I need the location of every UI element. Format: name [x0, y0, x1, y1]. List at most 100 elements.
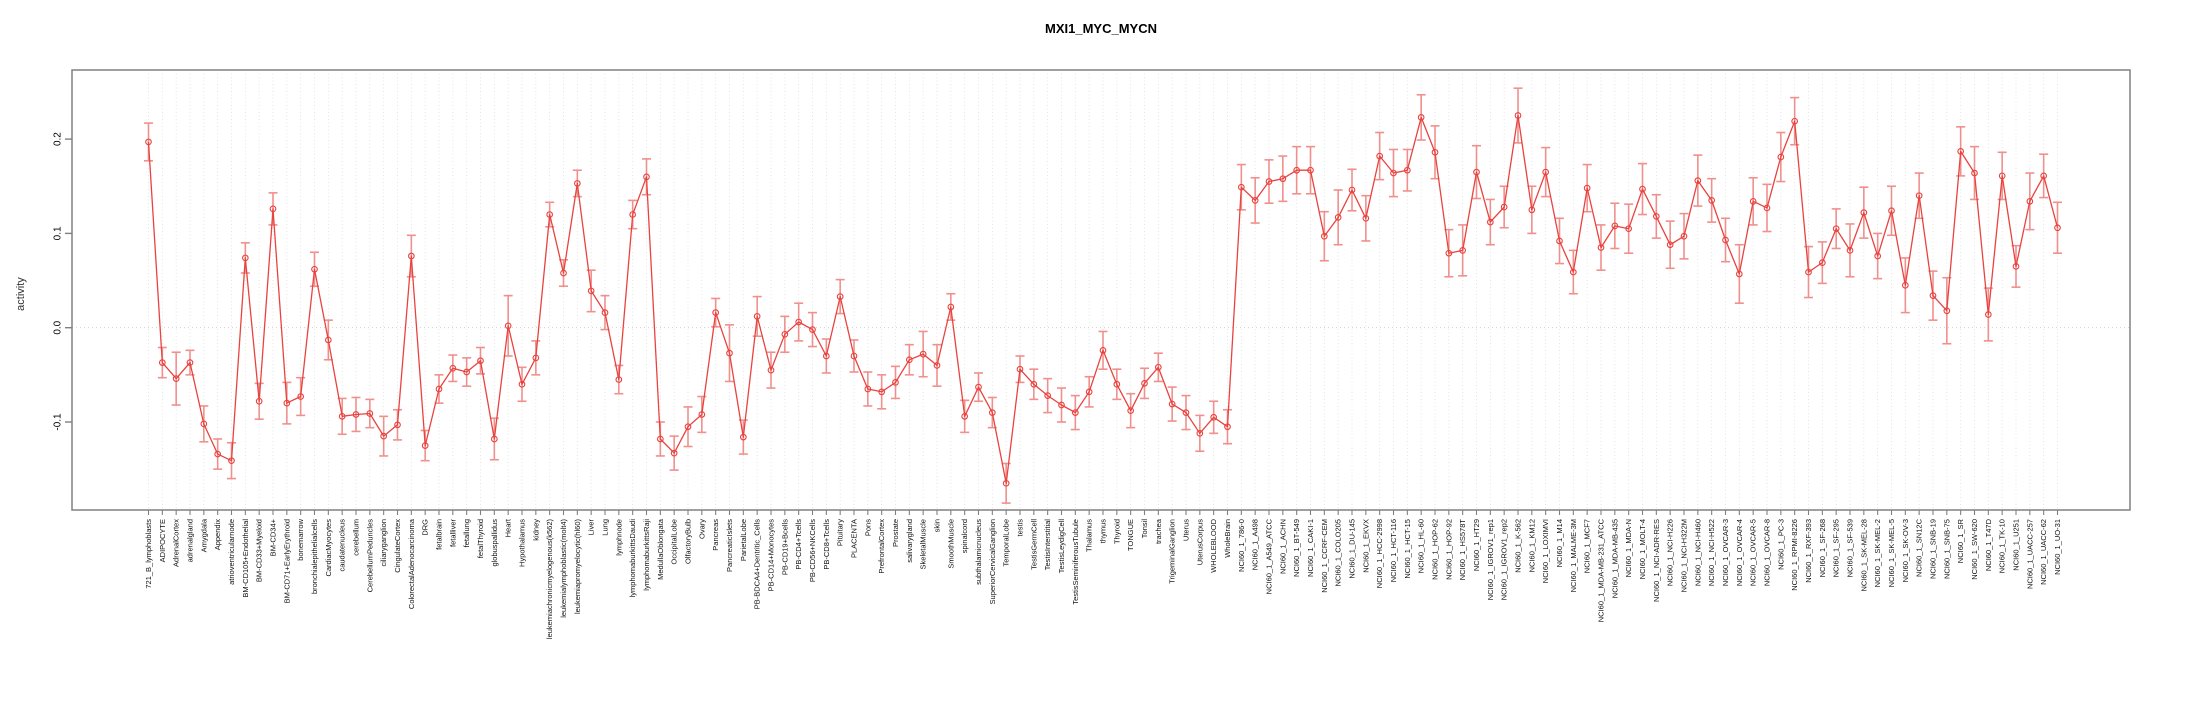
x-tick-label: NCI60_1_T47D [1984, 518, 1993, 571]
data-point [1943, 307, 1951, 315]
data-point [988, 409, 996, 416]
data-point [1279, 175, 1287, 183]
data-point [726, 349, 733, 357]
data-point [324, 336, 332, 344]
data-point [850, 352, 858, 360]
data-point [352, 411, 360, 418]
x-tick-label: Pituitary [836, 519, 845, 546]
x-tick-label: leukemiachronicmyelogenous(k562) [545, 518, 554, 639]
x-tick-label: TemporalLobe [1002, 519, 1011, 567]
data-point [1556, 237, 1563, 245]
x-tick-label: PB-BDCA4+Dentritic_Cells [753, 519, 762, 609]
data-point [421, 442, 429, 449]
x-tick-label: fetalliver [448, 519, 457, 547]
x-tick-label: NCI60_1_A498 [1251, 519, 1260, 570]
x-tick-label: Prostate [891, 519, 900, 547]
data-point [1528, 206, 1536, 214]
x-tick-label: TestisGermCell [1029, 519, 1038, 570]
x-tick-label: NCI60_1_HCT-15 [1403, 519, 1412, 579]
x-tick-label: SkeletalMuscle [919, 519, 928, 569]
data-point [1735, 270, 1743, 278]
data-point [1085, 388, 1093, 396]
x-tick-label: Thalamus [1085, 519, 1094, 552]
x-tick-label: TestisInterstitial [1043, 519, 1052, 571]
x-tick-label: NCI60_1_NCI-H226 [1666, 519, 1675, 586]
x-tick-label: salivarygland [905, 519, 914, 563]
x-tick-label: NCI60_1_EKVX [1361, 519, 1370, 573]
x-tick-label: fetallung [462, 519, 471, 547]
x-tick-label: NCI60_1_SF-295 [1832, 519, 1841, 577]
x-tick-label: NCI60_1_SF-268 [1818, 519, 1827, 577]
x-tick-label: NCI60_1_OVCAR-4 [1735, 519, 1744, 586]
x-tick-label: Heart [504, 518, 513, 537]
data-point [1984, 311, 1992, 318]
x-tick-label: NCI60_1_RPMI-8226 [1790, 519, 1799, 591]
x-tick-label: thymus [1099, 519, 1108, 543]
data-point [1182, 409, 1190, 416]
data-point [615, 376, 623, 383]
x-tick-label: NCI60_1_U251 [2012, 519, 2021, 571]
data-point [864, 385, 872, 393]
x-tick-label: NCI60_1_M14 [1555, 519, 1564, 567]
y-tick-label: 0.1 [53, 226, 64, 240]
x-tick-label: NCI60_1_MDA-MB-231_ATCC [1597, 518, 1606, 622]
data-point [1929, 292, 1937, 299]
chart-title: MXI1_MYC_MYCN [1045, 21, 1157, 36]
data-point [1542, 168, 1550, 176]
x-tick-label: PB-CD8+Tcells [822, 519, 831, 570]
data-point [905, 356, 913, 364]
x-tick-label: NCI60_1_COLO205 [1334, 519, 1343, 587]
x-tick-label: NCI60_1_MCF7 [1583, 519, 1592, 573]
x-tick-label: Ovary [697, 519, 706, 539]
x-tick-label: NCI60_1_PC-3 [1776, 519, 1785, 570]
data-point [947, 303, 955, 311]
data-point [795, 318, 803, 326]
x-tick-label: NCI60_1_NCI-H522 [1707, 519, 1716, 586]
x-tick-label: NCI60_1_MOLT-4 [1638, 519, 1647, 579]
data-point [1016, 365, 1024, 373]
data-point [1846, 247, 1854, 254]
data-point [504, 322, 512, 330]
data-point [1071, 409, 1079, 416]
x-tick-label: PB-CD19+Bcells [780, 519, 789, 575]
x-tick-label: globuspallidus [490, 519, 499, 567]
data-point [2012, 263, 2020, 270]
data-point [1058, 401, 1065, 409]
data-point [1459, 247, 1467, 254]
x-tick-label: NCI60_1_CAKI-1 [1306, 519, 1315, 577]
data-point [1224, 423, 1231, 431]
y-tick-label: -0.1 [53, 413, 64, 431]
x-tick-label: PLACENTA [850, 519, 859, 558]
x-tick-label: NCI60_1_NCI-H322M [1680, 519, 1689, 592]
data-point [1514, 112, 1522, 119]
x-tick-label: PancreaticIslets [725, 519, 734, 572]
x-tick-label: PB-CD56+NKCells [808, 519, 817, 582]
x-tick-label: bronchialepithelialcells [310, 519, 319, 594]
plot-box [71, 69, 2131, 511]
data-point [1099, 346, 1107, 354]
x-tick-label: NCI60_1_HCT-116 [1389, 519, 1398, 582]
data-point [1113, 380, 1121, 388]
data-point [158, 359, 166, 366]
data-point [546, 211, 554, 218]
data-point [1625, 225, 1633, 233]
x-tick-label: NCI60_1_SF-539 [1846, 519, 1855, 577]
x-tick-label: BM-CD71+EarlyErythroid [282, 519, 291, 603]
data-point [1694, 177, 1702, 184]
x-tick-label: NCI60_1_HCC-2998 [1375, 519, 1384, 588]
data-point [394, 421, 401, 429]
x-tick-label: NCI60_1_UO-31 [2053, 519, 2062, 575]
x-tick-label: NCI60_1_TK-10 [1998, 519, 2007, 573]
data-point [518, 380, 526, 388]
data-point [200, 420, 208, 428]
y-tick-label: 0.2 [53, 132, 64, 146]
data-point [228, 457, 235, 465]
x-tick-label: NCI60_1_HL-60 [1417, 519, 1426, 573]
x-tick-label: NCI60_1_IGROV1_rep1 [1486, 519, 1495, 600]
data-point [587, 287, 595, 295]
x-tick-label: Uterus [1182, 519, 1191, 541]
data-point [753, 313, 761, 320]
x-tick-label: atrioventricularnode [227, 519, 236, 585]
x-tick-label: NCI60_1_IGROV1_rep2 [1500, 519, 1509, 600]
data-point [1722, 236, 1729, 244]
